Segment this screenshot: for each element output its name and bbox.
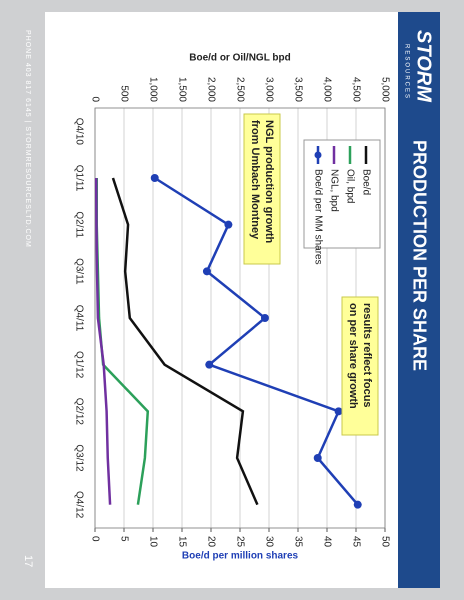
- y-tick-label: 500: [118, 85, 129, 102]
- y-tick-label: 1,000: [147, 77, 158, 102]
- y2-tick-label: 10: [147, 536, 158, 548]
- y-tick-label: 3,500: [292, 77, 303, 102]
- series-marker: [260, 314, 269, 322]
- y-tick-label: 1,500: [176, 77, 187, 102]
- y2-tick-label: 45: [350, 536, 361, 548]
- annotation-text: results reflect focus: [361, 303, 373, 408]
- annotation-text: from Umbach Montney: [249, 120, 261, 240]
- x-tick-label: Q2/11: [73, 211, 84, 238]
- x-tick-label: Q4/12: [73, 491, 84, 519]
- series-marker: [150, 174, 159, 182]
- y-tick-label: 2,000: [205, 77, 216, 102]
- y2-tick-label: 30: [263, 536, 274, 548]
- y2-tick-label: 5: [118, 536, 129, 542]
- y2-tick-label: 35: [292, 536, 303, 548]
- x-tick-label: Q1/12: [73, 351, 84, 379]
- series-marker: [313, 454, 322, 462]
- y-tick-label: 2,500: [234, 77, 245, 102]
- y-axis-title: Boe/d or Oil/NGL bpd: [189, 53, 290, 64]
- y2-tick-label: 50: [379, 536, 390, 548]
- y-tick-label: 0: [89, 96, 100, 102]
- y-tick-label: 4,500: [350, 77, 361, 102]
- series-marker: [205, 360, 214, 369]
- annotation-box: [341, 296, 379, 436]
- series-marker: [202, 267, 211, 276]
- x-tick-label: Q1/11: [73, 165, 84, 192]
- annotation-box: [243, 113, 281, 265]
- y-tick-label: 3,000: [263, 77, 274, 102]
- slide-title: PRODUCTION PER SHARE: [409, 140, 429, 371]
- y2-tick-label: 15: [176, 536, 187, 548]
- legend-box: [303, 139, 381, 249]
- footer: PHONE 403 817 6145 | STORMRESOURCESLTD.C…: [24, 30, 31, 248]
- legend-label: Boe/d per MM shares: [312, 169, 323, 265]
- x-tick-label: Q4/11: [73, 305, 84, 332]
- y-tick-label: 4,000: [321, 77, 332, 102]
- title-bar: [398, 12, 440, 588]
- legend-label: Oil, bpd: [344, 169, 355, 203]
- series-marker: [353, 500, 362, 509]
- series-line: [154, 176, 359, 506]
- legend-marker: [314, 151, 322, 159]
- annotation-text: NGL production growth: [263, 120, 275, 244]
- plot-frame: [94, 107, 386, 529]
- x-tick-label: Q3/11: [73, 258, 84, 285]
- series-marker: [224, 220, 233, 229]
- y2-tick-label: 0: [89, 536, 100, 542]
- legend-label: Boe/d: [360, 169, 371, 195]
- y-tick-label: 5,000: [379, 77, 390, 102]
- series-line: [94, 177, 112, 505]
- y2-tick-label: 40: [321, 536, 332, 548]
- logo: STORM: [413, 30, 435, 103]
- y2-tick-label: 25: [234, 536, 245, 548]
- y2-tick-label: 20: [205, 536, 216, 548]
- series-line: [111, 177, 259, 506]
- series-marker: [334, 407, 343, 416]
- logo-subtitle: RESOURCES: [403, 44, 409, 100]
- x-tick-label: Q3/12: [73, 444, 84, 472]
- x-tick-label: Q2/12: [73, 398, 84, 426]
- legend-label: NGL, bpd: [328, 169, 339, 212]
- y2-axis-title: Boe/d per million shares: [182, 551, 299, 562]
- x-tick-label: Q4/10: [73, 118, 84, 146]
- annotation-text: on per share growth: [347, 303, 359, 409]
- page-number: 17: [22, 555, 34, 567]
